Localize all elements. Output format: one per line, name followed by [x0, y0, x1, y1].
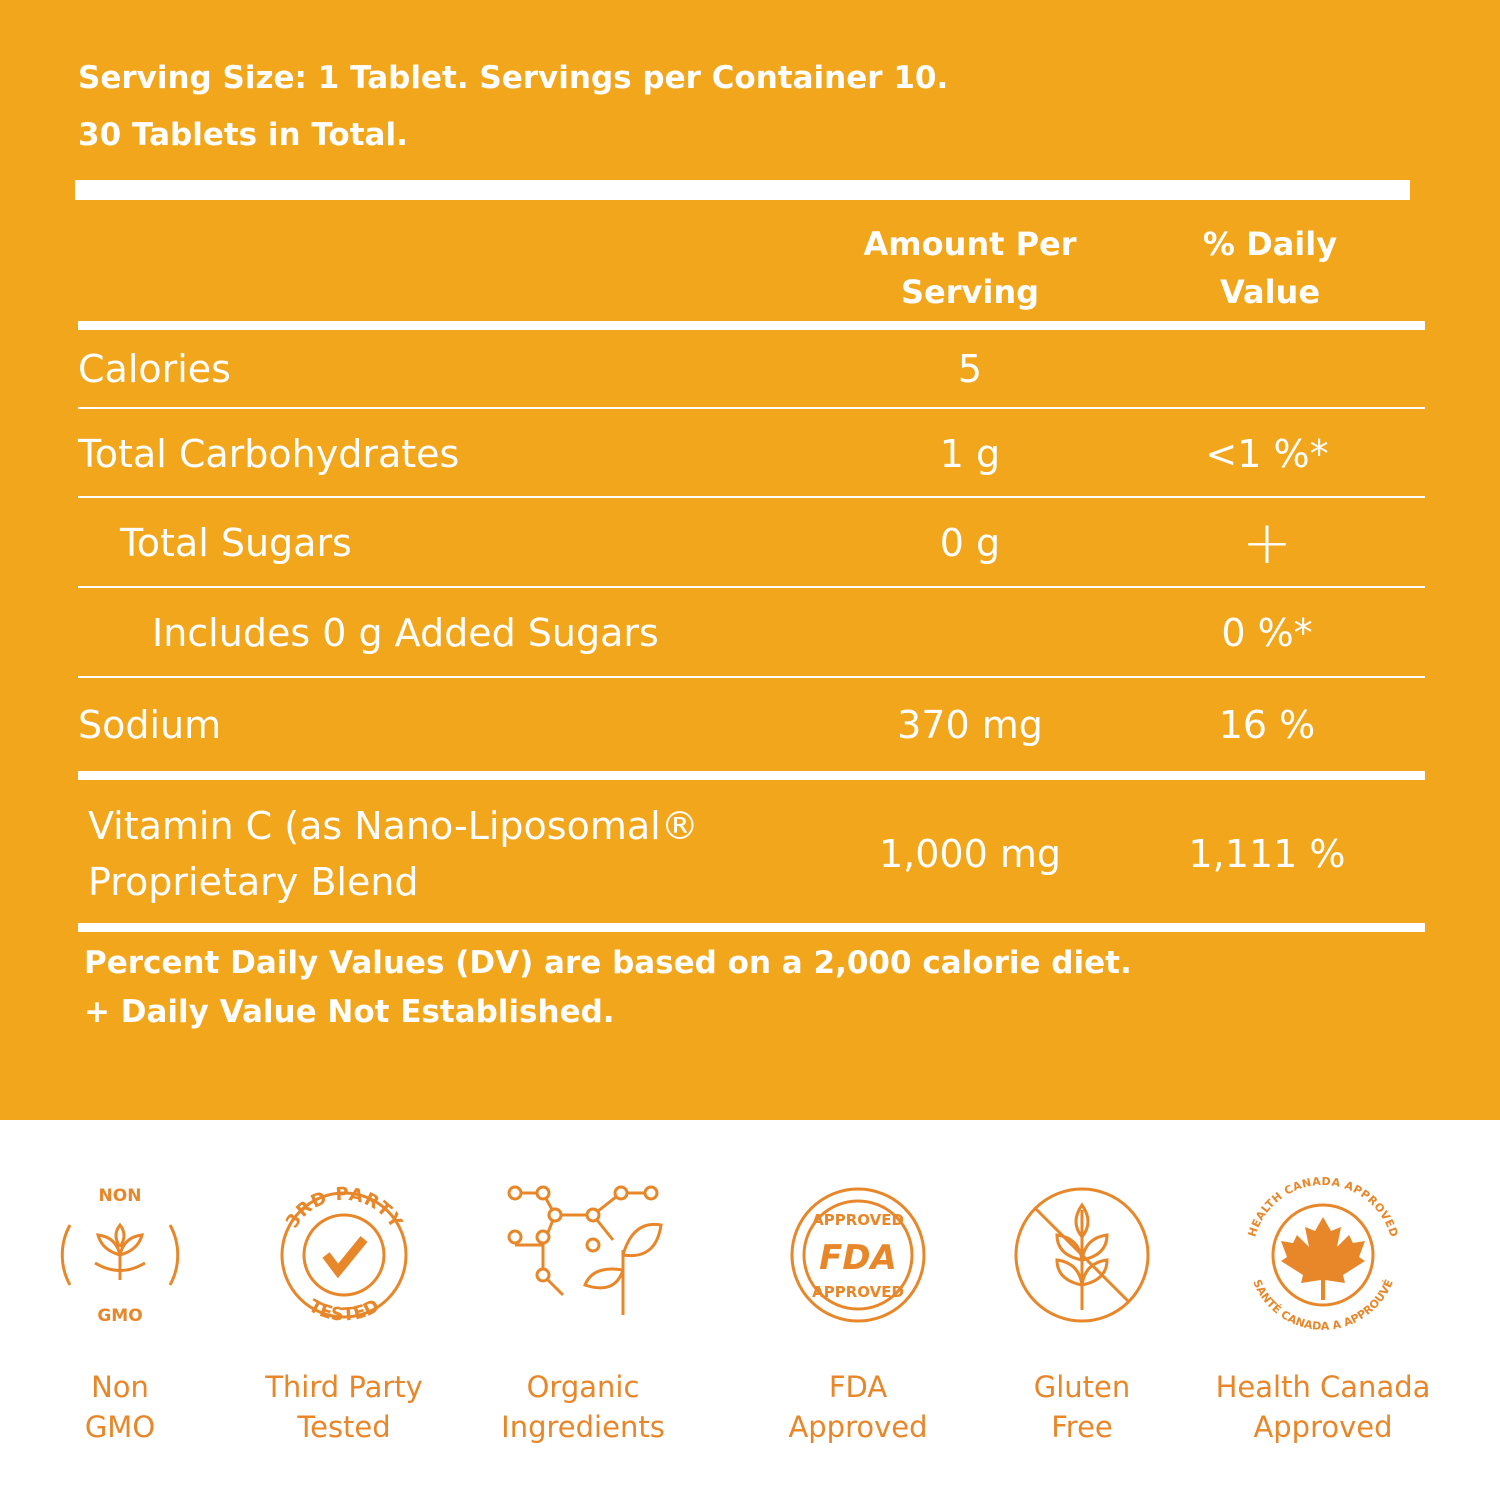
row-name: Vitamin C (as Nano-Liposomal® Proprietar… — [88, 804, 699, 904]
icon-node — [535, 1267, 551, 1283]
icon-ring — [280, 1191, 408, 1319]
icon-ring — [790, 1187, 926, 1323]
icon-plant — [583, 1222, 663, 1315]
icon-text: 3RD PARTY — [282, 1184, 407, 1233]
row-amount: 5 — [957, 347, 983, 391]
thick-rule — [75, 180, 1410, 200]
icon-text: NON — [99, 1186, 142, 1206]
badge-label: Ingredients — [501, 1410, 665, 1444]
icon-ring — [1014, 1187, 1150, 1323]
footnote: + Daily Value Not Established. — [84, 994, 615, 1030]
rule — [78, 496, 1425, 498]
icon-wheat — [1055, 1202, 1109, 1310]
icon-text: GMO — [97, 1306, 142, 1326]
icon-text: APPROVED — [812, 1283, 904, 1301]
badge-label: Free — [1051, 1410, 1113, 1444]
badge-label: Third Party — [265, 1370, 423, 1404]
icon-molecule — [515, 1191, 651, 1297]
row-amount: 0 g — [939, 521, 1001, 565]
icon-text-path: TESTED — [305, 1295, 383, 1325]
row-dv: 1,111 % — [1188, 832, 1346, 876]
badge-label: Health Canada — [1215, 1370, 1431, 1404]
thick-rule — [78, 923, 1425, 932]
icon-node — [507, 1229, 523, 1245]
row-name: Total Sugars — [120, 521, 352, 565]
icon-text: TESTED — [305, 1295, 383, 1325]
icon-check — [322, 1236, 368, 1279]
badge-icons: NON GMO 3RD PARTY TESTED APPROVED FDA APPROVED… — [60, 1175, 1400, 1333]
badge-label: Organic — [526, 1370, 640, 1404]
icon-ring — [1271, 1203, 1375, 1307]
badge-label: Non — [91, 1370, 149, 1404]
serving-line: Serving Size: 1 Tablet. Servings per Con… — [78, 60, 949, 96]
thick-rule — [78, 771, 1425, 780]
rule — [78, 676, 1425, 678]
badge-label: Gluten — [1033, 1370, 1131, 1404]
badge-icon — [790, 1187, 926, 1323]
row-dv: <1 %* — [1205, 431, 1329, 476]
icon-maple — [1281, 1217, 1365, 1300]
rule — [78, 321, 1425, 330]
row-dv: 16 % — [1218, 703, 1316, 747]
icon-text-path: 3RD PARTY — [282, 1184, 407, 1233]
badge-label: FDA — [828, 1370, 888, 1404]
row-amount: 1 g — [939, 431, 1001, 476]
rule — [78, 586, 1425, 588]
row-name: Total Carbohydrates — [78, 431, 460, 476]
icon-ring — [60, 1224, 180, 1286]
icon-node — [585, 1237, 601, 1253]
icon-text: APPROVED — [812, 1211, 904, 1229]
column-header: % Daily Value — [1202, 225, 1338, 311]
serving-line: 30 Tablets in Total. — [78, 117, 408, 153]
badge-label: Approved — [788, 1410, 928, 1444]
footnote: Percent Daily Values (DV) are based on a… — [84, 945, 1132, 981]
icon-node — [643, 1185, 659, 1201]
badge-label: Approved — [1253, 1410, 1393, 1444]
badge-icon — [507, 1185, 663, 1315]
column-header: Amount Per Serving — [863, 225, 1077, 311]
row-name: Includes 0 g Added Sugars — [152, 611, 659, 655]
icon-node — [585, 1207, 601, 1223]
icon-node — [535, 1229, 551, 1245]
row-amount: 1,000 mg — [878, 832, 1061, 876]
row-name: Sodium — [78, 703, 222, 747]
row-amount: 370 mg — [897, 703, 1043, 747]
row-dv: + — [1241, 508, 1293, 578]
icon-node — [507, 1185, 523, 1201]
icon-text: FDA — [819, 1238, 897, 1278]
row-name: Calories — [78, 347, 231, 391]
badge-icon — [60, 1222, 180, 1286]
badge-icon — [280, 1191, 408, 1319]
nutrition-panel: Serving Size: 1 Tablet. Servings per Con… — [0, 0, 1500, 1120]
badge-icon — [1014, 1187, 1150, 1323]
badge-label: Tested — [297, 1410, 391, 1444]
badge-icon — [1271, 1203, 1375, 1307]
icon-node — [613, 1185, 629, 1201]
rule — [78, 407, 1425, 409]
icon-ring — [802, 1199, 914, 1311]
icon-leaf — [94, 1222, 146, 1280]
icon-ring — [302, 1213, 386, 1297]
icon-node — [535, 1185, 551, 1201]
icon-node — [547, 1207, 563, 1223]
badge-label: GMO — [84, 1410, 156, 1444]
row-dv: 0 %* — [1221, 611, 1313, 655]
